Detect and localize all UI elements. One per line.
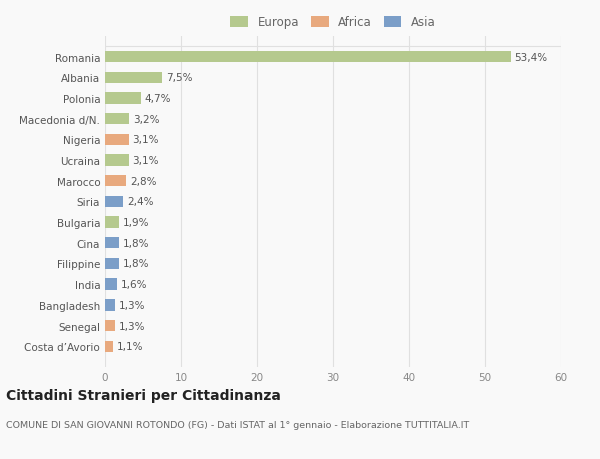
Text: 3,1%: 3,1%	[133, 135, 159, 145]
Text: 53,4%: 53,4%	[515, 52, 548, 62]
Bar	[105, 73, 162, 84]
Text: 3,2%: 3,2%	[133, 114, 160, 124]
Text: 2,8%: 2,8%	[130, 176, 157, 186]
Text: 1,1%: 1,1%	[117, 341, 143, 352]
Bar	[105, 93, 141, 104]
Bar	[105, 134, 128, 146]
Text: COMUNE DI SAN GIOVANNI ROTONDO (FG) - Dati ISTAT al 1° gennaio - Elaborazione TU: COMUNE DI SAN GIOVANNI ROTONDO (FG) - Da…	[6, 420, 469, 429]
Legend: Europa, Africa, Asia: Europa, Africa, Asia	[227, 13, 439, 33]
Bar	[105, 279, 117, 290]
Bar	[105, 300, 115, 311]
Bar	[105, 52, 511, 63]
Text: 4,7%: 4,7%	[145, 94, 171, 104]
Bar	[105, 155, 128, 166]
Text: 1,8%: 1,8%	[122, 259, 149, 269]
Bar	[105, 217, 119, 228]
Bar	[105, 341, 113, 352]
Text: 1,8%: 1,8%	[122, 238, 149, 248]
Text: 1,9%: 1,9%	[123, 218, 150, 228]
Bar	[105, 196, 123, 207]
Text: 7,5%: 7,5%	[166, 73, 193, 83]
Bar	[105, 258, 119, 269]
Bar	[105, 114, 130, 125]
Bar	[105, 176, 126, 187]
Text: 1,6%: 1,6%	[121, 280, 148, 290]
Bar	[105, 238, 119, 249]
Text: 1,3%: 1,3%	[119, 321, 145, 331]
Text: Cittadini Stranieri per Cittadinanza: Cittadini Stranieri per Cittadinanza	[6, 388, 281, 402]
Text: 3,1%: 3,1%	[133, 156, 159, 166]
Text: 2,4%: 2,4%	[127, 197, 154, 207]
Text: 1,3%: 1,3%	[119, 300, 145, 310]
Bar	[105, 320, 115, 331]
